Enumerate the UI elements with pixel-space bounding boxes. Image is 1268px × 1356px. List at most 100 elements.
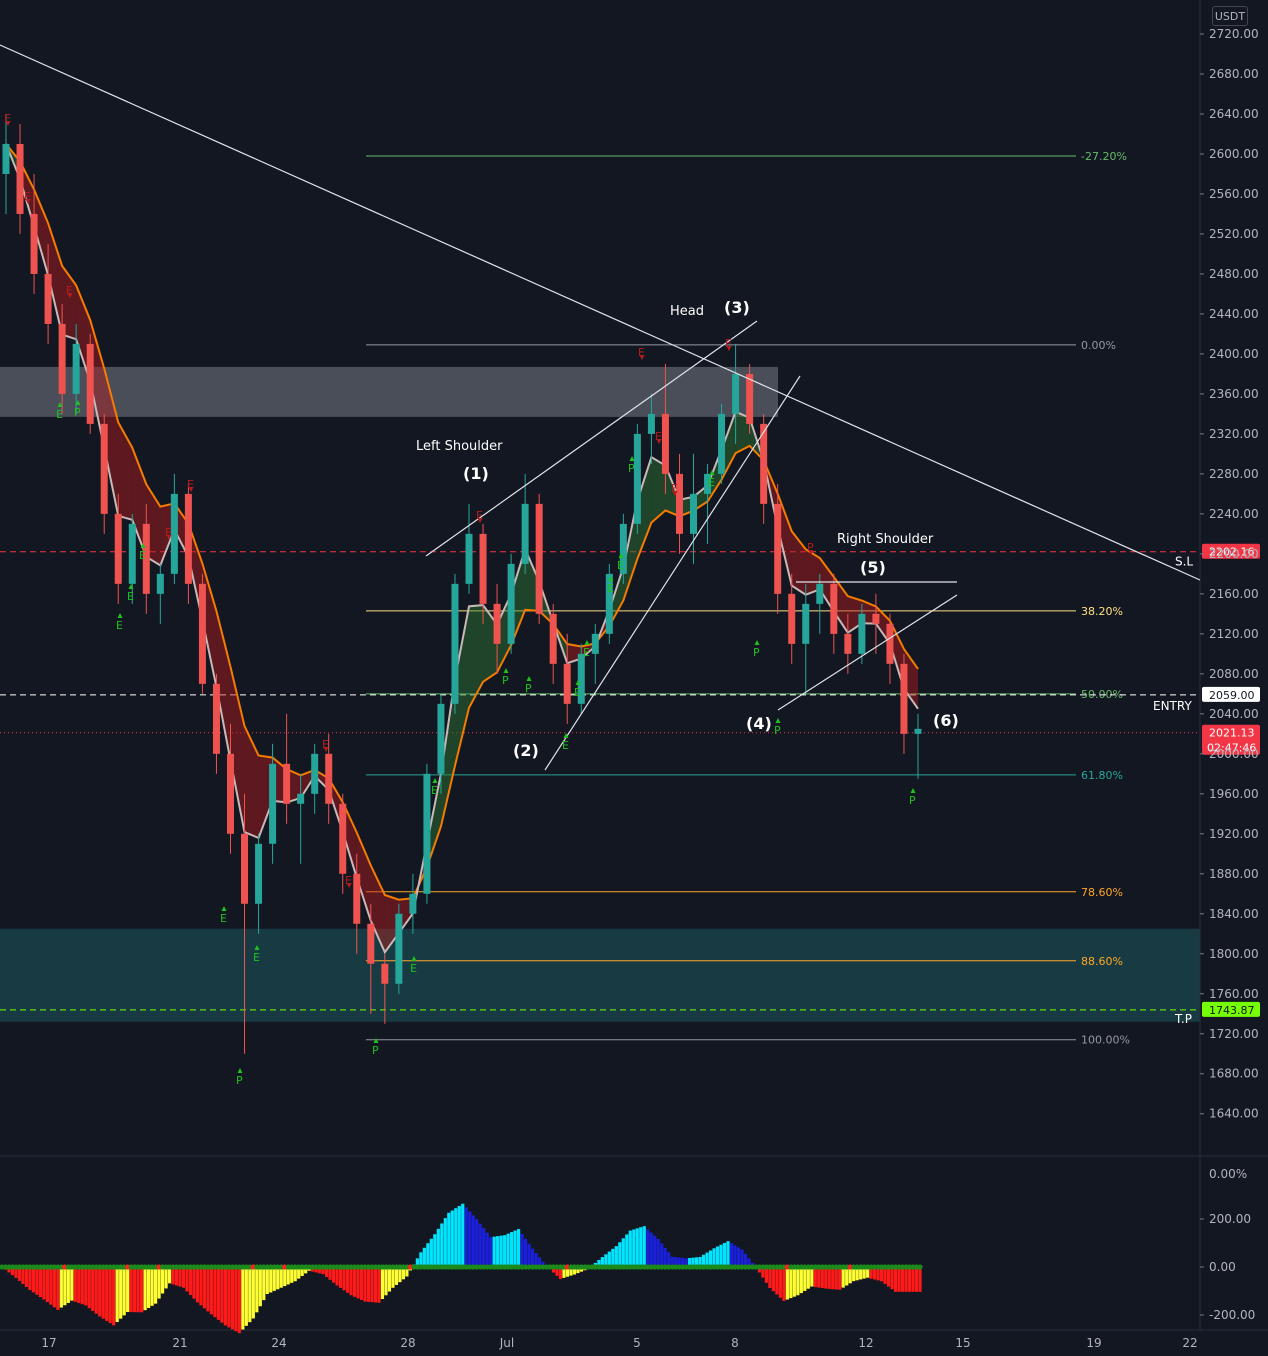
osc-histogram-bar [98, 1267, 102, 1317]
tp-label: T.P [1174, 1012, 1192, 1026]
osc-histogram-bar [796, 1267, 800, 1296]
osc-histogram-bar [153, 1267, 158, 1304]
osc-histogram-bar [880, 1267, 884, 1282]
osc-histogram-bar [276, 1267, 280, 1290]
osc-histogram-bar [160, 1267, 165, 1294]
osc-histogram-bar [604, 1254, 608, 1267]
zones-layer [0, 366, 1200, 1022]
signal-mark: E [708, 476, 715, 489]
osc-histogram-bar [701, 1254, 706, 1267]
osc-histogram-bar [283, 1267, 287, 1287]
wave-label: (6) [933, 711, 959, 730]
ma-ribbon-segment [244, 726, 259, 838]
osc-histogram-bar [178, 1267, 182, 1287]
price-tick-label: 2400.00 [1209, 347, 1259, 361]
price-level-tag [1202, 543, 1260, 559]
signal-arrow-down [25, 199, 31, 204]
osc-histogram-bar [562, 1267, 566, 1278]
osc-histogram-bar [674, 1257, 678, 1267]
osc-histogram-bar [31, 1267, 36, 1293]
countdown-text: 02:47:46 [1207, 742, 1256, 755]
signal-mark: E [345, 874, 352, 887]
osc-histogram-bar [394, 1267, 399, 1285]
signal-arrow-up [910, 788, 916, 793]
signal-marks-layer: E P E E E E E P P E E P P E E E E E P E P P P E E E E E E E E E E E E P [4, 112, 916, 1087]
osc-histogram-bar [234, 1267, 238, 1332]
osc-histogram-bar [719, 1244, 723, 1267]
ma-ribbon-segment [62, 265, 77, 340]
price-axis[interactable]: 2720.00 2680.00 2640.00 2600.00 2560.00 2520.… [1200, 27, 1259, 1121]
signal-arrow-down [672, 491, 678, 496]
osc-histogram-bar [206, 1267, 210, 1312]
osc-histogram-bar [143, 1267, 147, 1311]
candle-body [226, 753, 234, 834]
osc-histogram-bar [813, 1267, 817, 1288]
ma-ribbon-segment [651, 457, 666, 523]
currency-unit-badge[interactable]: USDT [1212, 6, 1248, 26]
candle-body [128, 523, 136, 584]
candle-body [872, 613, 880, 624]
osc-tick-label: -200.00 [1209, 1308, 1255, 1322]
ma-ribbon-segment [497, 594, 512, 673]
signal-arrow-up [563, 733, 569, 738]
osc-histogram-bar [824, 1267, 828, 1289]
fibonacci-layer: -27.20%0.00%38.20%50.00%61.80%78.60%88.6… [366, 150, 1130, 1047]
time-tick-label: Jul [499, 1336, 514, 1350]
osc-histogram-bar [59, 1267, 63, 1308]
osc-histogram-bar [649, 1232, 653, 1267]
candle-body [914, 728, 922, 734]
osc-histogram-bar [300, 1267, 304, 1276]
time-tick-label: 21 [172, 1336, 187, 1350]
osc-histogram-bar [126, 1267, 130, 1313]
osc-histogram-bar [496, 1236, 500, 1267]
osc-histogram-bar [293, 1267, 297, 1282]
candle-body [507, 563, 515, 644]
osc-histogram-bar [73, 1267, 77, 1302]
ma-ribbon-segment [286, 769, 301, 803]
osc-histogram-bar [265, 1267, 269, 1295]
right-shoulder-label: Right Shoulder [837, 532, 934, 547]
osc-histogram-bar [454, 1208, 458, 1267]
osc-histogram-bar [84, 1267, 88, 1306]
fib-level-label: 100.00% [1081, 1034, 1130, 1047]
ma-ribbon-segment [342, 802, 357, 878]
time-axis[interactable]: 17 21 24 28 Jul 5 8 12 15 19 22 [41, 1336, 1197, 1350]
osc-histogram-bar [516, 1229, 521, 1267]
osc-histogram-bar [171, 1267, 175, 1285]
price-level-tag-text: 1743.87 [1209, 1004, 1255, 1017]
osc-histogram-bar [325, 1267, 329, 1277]
ma-ribbon-segment [258, 755, 273, 838]
price-tick-label: 2040.00 [1209, 707, 1259, 721]
osc-histogram-bar [558, 1267, 563, 1279]
candle-body [170, 493, 178, 574]
signal-mark: E [116, 619, 123, 632]
osc-histogram-bar [129, 1267, 133, 1313]
osc-histogram-bar [695, 1257, 699, 1267]
candle-body [479, 533, 487, 604]
osc-histogram-bar [457, 1205, 461, 1267]
osc-histogram-bar [527, 1243, 531, 1267]
osc-histogram-bar [667, 1252, 671, 1267]
candle-body [844, 633, 852, 654]
price-level-tag-text: 2021.13 [1209, 727, 1255, 740]
entry-label: ENTRY [1153, 699, 1192, 713]
osc-histogram-bar [862, 1267, 866, 1279]
osc-histogram-bar [35, 1267, 39, 1295]
osc-histogram-bar [223, 1267, 227, 1326]
annotations-layer: Left Shoulder Head Right Shoulder (1) (2) (3)… [416, 298, 959, 760]
price-tick-label: 2720.00 [1209, 27, 1259, 41]
time-tick-label: 17 [41, 1336, 56, 1350]
osc-histogram-bar [181, 1267, 186, 1288]
ma-ribbon-segment [805, 549, 820, 595]
ma-ribbon-segment [118, 422, 133, 520]
signal-arrow-up [575, 680, 581, 685]
osc-histogram-bar [764, 1267, 769, 1283]
osc-histogram-bar [712, 1248, 716, 1267]
ma-ribbon-segment [132, 447, 147, 557]
osc-histogram-bar [799, 1267, 803, 1294]
ma-ribbon-segment [160, 503, 175, 566]
ma-ribbon-segment [216, 611, 231, 761]
price-tick-label: 2240.00 [1209, 507, 1259, 521]
osc-histogram-bar [147, 1267, 151, 1308]
